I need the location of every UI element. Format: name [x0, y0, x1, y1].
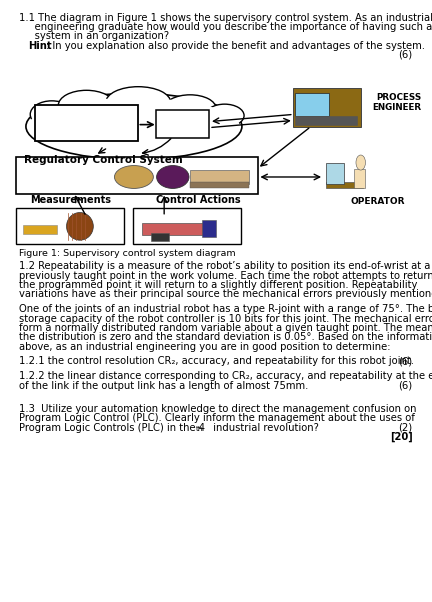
Text: (6): (6) — [398, 50, 413, 60]
Text: 1.2 Repeatability is a measure of the robot’s ability to position its end-of-wri: 1.2 Repeatability is a measure of the ro… — [19, 261, 431, 272]
Text: STRATEGY: STRATEGY — [57, 122, 116, 132]
Text: Program Logic Controls (PLC) in the 4: Program Logic Controls (PLC) in the 4 — [19, 423, 206, 433]
Ellipse shape — [114, 166, 153, 188]
Ellipse shape — [106, 87, 171, 118]
Ellipse shape — [157, 166, 189, 188]
FancyBboxPatch shape — [23, 225, 57, 234]
FancyBboxPatch shape — [35, 105, 138, 141]
FancyBboxPatch shape — [22, 161, 24, 190]
Text: (2): (2) — [398, 423, 413, 433]
FancyBboxPatch shape — [190, 182, 249, 188]
Text: 1.3  Utilize your automation knowledge to direct the management confusion on: 1.3 Utilize your automation knowledge to… — [19, 404, 417, 414]
Ellipse shape — [205, 104, 244, 127]
Text: EXPERT CONTROL: EXPERT CONTROL — [35, 114, 138, 125]
Text: PROCESS: PROCESS — [376, 93, 421, 102]
Ellipse shape — [28, 98, 240, 155]
Text: system in an organization?: system in an organization? — [19, 31, 170, 42]
FancyBboxPatch shape — [354, 169, 365, 188]
Text: 1.2.1 the control resolution CR₂, accuracy, and repeatability for this robot joi: 1.2.1 the control resolution CR₂, accura… — [19, 356, 414, 367]
Ellipse shape — [67, 213, 93, 240]
FancyBboxPatch shape — [295, 116, 357, 125]
Text: ENGINEER: ENGINEER — [372, 102, 421, 111]
Text: 1.2.2 the linear distance corresponding to CR₂, accuracy, and repeatability at t: 1.2.2 the linear distance corresponding … — [19, 371, 432, 382]
FancyBboxPatch shape — [326, 182, 363, 188]
FancyBboxPatch shape — [35, 162, 60, 187]
Text: storage capacity of the robot controller is 10 bits for this joint. The mechanic: storage capacity of the robot controller… — [19, 314, 432, 323]
Text: Hint: Hint — [28, 41, 52, 51]
Text: 1.1 The diagram in Figure 1 shows the supervisory control system. As an industri: 1.1 The diagram in Figure 1 shows the su… — [19, 13, 432, 23]
Text: Regulatory Control System: Regulatory Control System — [24, 155, 182, 166]
Text: DATA: DATA — [169, 117, 197, 126]
FancyBboxPatch shape — [295, 93, 329, 116]
FancyBboxPatch shape — [190, 170, 249, 184]
FancyBboxPatch shape — [293, 88, 361, 127]
Text: variations have as their principal source the mechanical errors previously menti: variations have as their principal sourc… — [19, 289, 432, 299]
Text: form a normally distributed random variable about a given taught point. The mean: form a normally distributed random varia… — [19, 323, 432, 333]
FancyBboxPatch shape — [16, 157, 258, 194]
Text: OPERATOR: OPERATOR — [351, 197, 405, 206]
FancyBboxPatch shape — [133, 208, 241, 244]
Text: (6): (6) — [398, 380, 413, 391]
Text: of the link if the output link has a length of almost 75mm.: of the link if the output link has a len… — [19, 380, 309, 391]
Text: previously taught point in the work volume. Each time the robot attempts to retu: previously taught point in the work volu… — [19, 271, 432, 281]
FancyBboxPatch shape — [142, 223, 203, 235]
Text: Control Actions: Control Actions — [156, 195, 240, 205]
FancyBboxPatch shape — [35, 185, 61, 191]
Text: : In you explanation also provide the benefit and advantages of the system.: : In you explanation also provide the be… — [46, 41, 425, 51]
Text: above, as an industrial engineering you are in good position to determine:: above, as an industrial engineering you … — [19, 341, 391, 352]
Text: the programmed point it will return to a slightly different position. Repeatabil: the programmed point it will return to a… — [19, 280, 418, 290]
FancyBboxPatch shape — [156, 110, 209, 138]
Ellipse shape — [30, 101, 73, 128]
Ellipse shape — [356, 155, 365, 170]
FancyBboxPatch shape — [29, 161, 32, 190]
Text: [20]: [20] — [390, 432, 413, 442]
Text: One of the joints of an industrial robot has a type R-joint with a range of 75°.: One of the joints of an industrial robot… — [19, 304, 432, 314]
Ellipse shape — [164, 95, 216, 122]
Text: Figure 1: Supervisory control system diagram: Figure 1: Supervisory control system dia… — [19, 249, 236, 258]
FancyBboxPatch shape — [202, 220, 216, 237]
Text: Measurements: Measurements — [30, 195, 111, 205]
Text: th: th — [196, 426, 203, 432]
Text: the distribution is zero and the standard deviation is 0.05°. Based on the infor: the distribution is zero and the standar… — [19, 332, 432, 342]
Ellipse shape — [58, 90, 114, 120]
FancyBboxPatch shape — [326, 163, 344, 184]
FancyBboxPatch shape — [36, 167, 52, 185]
FancyBboxPatch shape — [26, 161, 29, 190]
Text: industrial revolution?: industrial revolution? — [210, 423, 318, 433]
Text: BASE: BASE — [169, 124, 197, 133]
Text: engineering graduate how would you describe the importance of having such a: engineering graduate how would you descr… — [19, 22, 432, 32]
FancyBboxPatch shape — [16, 208, 124, 244]
Text: Program Logic Control (PLC). Clearly inform the management about the uses of: Program Logic Control (PLC). Clearly inf… — [19, 414, 415, 423]
FancyBboxPatch shape — [151, 233, 169, 241]
Text: (6): (6) — [398, 356, 413, 367]
